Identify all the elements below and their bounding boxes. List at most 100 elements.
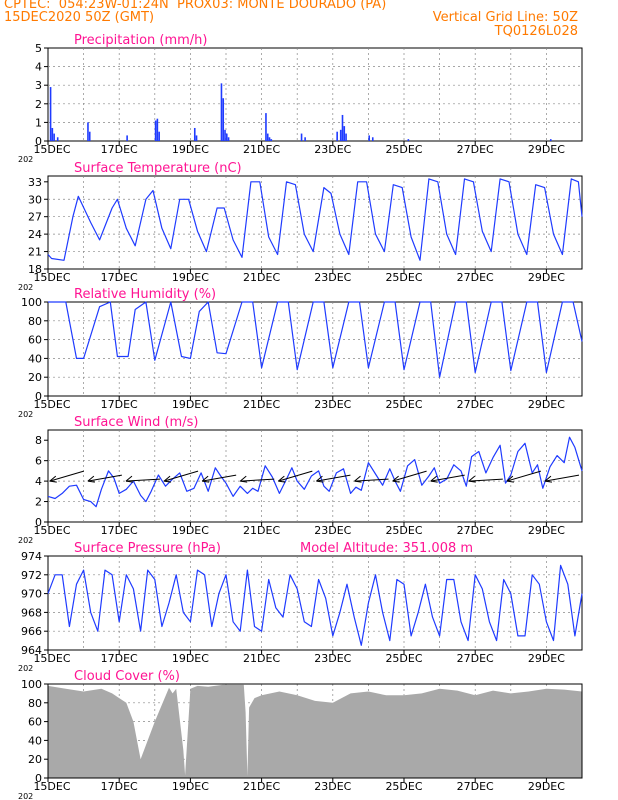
- wind-arrow: [87, 474, 122, 482]
- wind-arrow: [240, 478, 275, 482]
- x-tick-label: 15DEC: [33, 143, 70, 156]
- x-tick-label: 17DEC: [101, 271, 138, 284]
- wind-arrow: [354, 478, 389, 482]
- x-tick-label: 21DEC: [243, 652, 280, 665]
- y-tick-label: 0: [35, 516, 42, 529]
- precip-bar: [56, 137, 59, 141]
- series-line: [47, 436, 583, 508]
- x-tick-label: 23DEC: [314, 524, 351, 537]
- wind-arrow: [430, 474, 465, 482]
- y-tick-label: 968: [21, 606, 42, 619]
- panel-title: Precipitation (mm/h): [74, 33, 207, 48]
- precip-bar: [88, 131, 91, 141]
- y-tick-label: 80: [28, 315, 42, 328]
- y-tick-label: 966: [21, 625, 42, 638]
- wind-arrow-head: [163, 475, 172, 483]
- x-tick-label: 29DEC: [528, 780, 565, 793]
- y-tick-label: 33: [28, 176, 42, 189]
- precip-bar: [304, 137, 306, 141]
- wind-arrow-head: [278, 475, 286, 483]
- y-tick-label: 0: [35, 135, 42, 148]
- x-tick-label: 17DEC: [101, 398, 138, 411]
- wind-arrow-head: [316, 475, 324, 483]
- panel-frame: [47, 555, 583, 651]
- x-tick-label: 17DEC: [101, 524, 138, 537]
- x-tick-label: 19DEC: [172, 524, 209, 537]
- x-tick-label: 29DEC: [528, 271, 565, 284]
- wind-arrow: [278, 470, 313, 482]
- x-tick-label: 25DEC: [385, 524, 422, 537]
- x-tick-label: 25DEC: [385, 398, 422, 411]
- x-tick-label: 15DEC: [33, 524, 70, 537]
- precip-bar: [53, 133, 55, 141]
- panel-1: [44, 175, 583, 273]
- precip-bar: [343, 126, 346, 141]
- y-tick-label: 5: [35, 42, 42, 55]
- x-tick-label: 25DEC: [385, 271, 422, 284]
- x-year-label: 202: [18, 664, 33, 673]
- x-tick-label: 29DEC: [528, 398, 565, 411]
- x-tick-label: 23DEC: [314, 780, 351, 793]
- y-tick-label: 4: [35, 61, 42, 74]
- precip-bar: [227, 137, 230, 141]
- x-tick-label: 25DEC: [385, 652, 422, 665]
- x-tick-label: 15DEC: [33, 271, 70, 284]
- wind-arrow-head: [544, 475, 553, 483]
- station-header: CPTEC: 054:23W-01:24N PROX03: MONTE DOUR…: [4, 0, 387, 12]
- x-tick-label: 25DEC: [385, 780, 422, 793]
- y-tick-label: 974: [21, 550, 42, 563]
- y-tick-label: 21: [28, 246, 42, 259]
- y-tick-label: 60: [28, 334, 42, 347]
- y-tick-label: 8: [35, 434, 42, 447]
- y-tick-label: 30: [28, 193, 42, 206]
- y-tick-label: 0: [35, 390, 42, 403]
- precip-bar: [339, 129, 342, 141]
- x-tick-label: 19DEC: [172, 780, 209, 793]
- x-year-label: 202: [18, 155, 33, 164]
- panel-4: [44, 555, 583, 654]
- x-tick-label: 15DEC: [33, 780, 70, 793]
- precip-bar: [224, 129, 226, 141]
- panel-frame: [47, 429, 583, 523]
- series-line: [48, 301, 583, 378]
- wind-arrow: [468, 478, 503, 482]
- x-tick-label: 21DEC: [243, 780, 280, 793]
- panel-0: [44, 47, 583, 145]
- wind-arrow: [506, 470, 542, 482]
- precip-bar: [266, 133, 269, 141]
- x-tick-label: 23DEC: [314, 271, 351, 284]
- wind-arrow-head: [468, 475, 476, 483]
- precip-bar: [220, 83, 223, 141]
- x-tick-label: 27DEC: [457, 524, 494, 537]
- wind-arrow: [544, 474, 580, 482]
- y-tick-label: 972: [21, 569, 42, 582]
- x-tick-label: 15DEC: [33, 398, 70, 411]
- precip-bar: [270, 139, 273, 141]
- wind-arrow-head: [239, 475, 248, 483]
- panel-frame: [47, 683, 583, 779]
- precip-bar: [49, 87, 52, 141]
- panel-2: [44, 301, 583, 400]
- x-tick-label: 27DEC: [457, 652, 494, 665]
- y-tick-label: 18: [28, 263, 42, 276]
- panel-3: [44, 429, 583, 526]
- x-tick-label: 21DEC: [243, 271, 280, 284]
- x-year-label: 202: [18, 536, 33, 545]
- y-tick-label: 80: [28, 697, 42, 710]
- y-tick-label: 24: [28, 228, 42, 241]
- precip-bar: [336, 131, 338, 141]
- precip-bar: [549, 139, 552, 141]
- x-tick-label: 27DEC: [457, 143, 494, 156]
- wind-arrow: [125, 478, 160, 482]
- x-tick-label: 29DEC: [528, 143, 565, 156]
- y-tick-label: 40: [28, 734, 42, 747]
- precip-bar: [226, 133, 228, 141]
- panel-title: Surface Temperature (nC): [74, 161, 242, 176]
- precip-bar: [300, 133, 303, 141]
- precip-bar: [268, 137, 271, 141]
- y-tick-label: 100: [21, 296, 42, 309]
- y-tick-label: 964: [21, 644, 42, 657]
- wind-arrow-head: [201, 475, 210, 483]
